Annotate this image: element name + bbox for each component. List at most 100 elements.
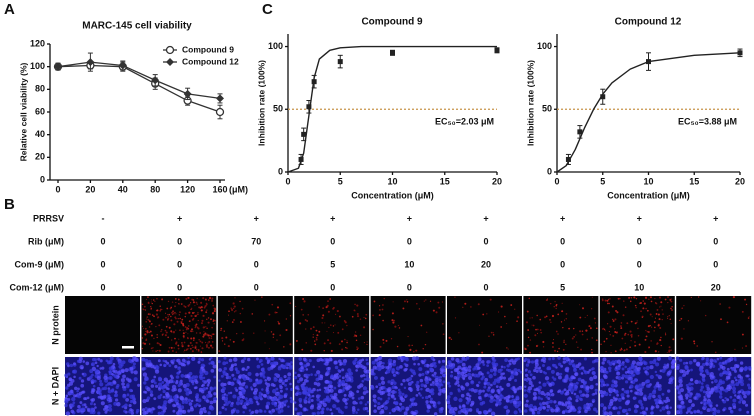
dot [391, 408, 395, 412]
dot [321, 322, 323, 324]
dot [150, 322, 153, 325]
dot [159, 344, 162, 347]
dot [446, 395, 451, 399]
dot [161, 333, 164, 335]
dot [173, 395, 178, 400]
dot [538, 402, 543, 406]
dot [122, 394, 127, 399]
table-cell: 0 [177, 282, 182, 292]
dot [741, 333, 744, 336]
dot [433, 371, 437, 375]
dot [649, 360, 653, 365]
dot [662, 365, 666, 369]
dot [213, 375, 217, 379]
dot [359, 401, 363, 405]
dot [187, 328, 190, 330]
dot [446, 381, 451, 385]
dot [364, 317, 367, 320]
dot [710, 387, 715, 391]
dot [190, 328, 194, 331]
dot [65, 394, 69, 397]
dot [525, 321, 529, 324]
dot [668, 381, 671, 385]
dot [551, 376, 555, 379]
dot [701, 373, 706, 378]
dot [421, 372, 425, 376]
dot [477, 392, 481, 396]
dot [534, 359, 539, 364]
dot [581, 333, 584, 336]
dot [709, 407, 714, 412]
dot [281, 381, 285, 385]
dot [531, 411, 535, 415]
dot [410, 398, 415, 403]
dot [299, 361, 303, 366]
dot [467, 365, 472, 369]
dot [332, 325, 335, 327]
dot [416, 302, 418, 305]
dot [732, 390, 737, 394]
dot [505, 368, 509, 372]
dot [226, 320, 228, 322]
marker [151, 76, 160, 85]
dot [376, 361, 380, 366]
dot [208, 297, 212, 300]
x-axis-label: Concentration (μM) [607, 190, 690, 200]
dot [162, 395, 166, 399]
dot [500, 326, 503, 328]
dot [157, 395, 162, 400]
dot [539, 318, 542, 321]
dot [363, 378, 367, 381]
dot [258, 379, 263, 384]
dot [318, 394, 321, 397]
dot [736, 395, 741, 400]
dot [694, 379, 699, 385]
dot [440, 407, 444, 411]
row-label: Com-9 (μM) [15, 259, 65, 269]
dot [620, 327, 623, 330]
dot [107, 403, 112, 409]
dot [315, 329, 318, 332]
dot [341, 368, 345, 372]
dot [624, 374, 629, 379]
dot [705, 390, 710, 395]
marker [86, 58, 95, 67]
y-tick-label: 120 [30, 38, 45, 48]
dot [748, 316, 750, 318]
dot [629, 330, 632, 333]
dot [251, 313, 254, 315]
dot [99, 359, 103, 363]
dot [303, 398, 307, 402]
dot [163, 363, 167, 368]
y-tick-label: 20 [35, 152, 45, 162]
dot [283, 346, 285, 348]
dot [679, 369, 684, 374]
dot [243, 357, 247, 361]
dot [192, 330, 194, 332]
dot [253, 332, 255, 334]
dot [211, 333, 214, 336]
dot [412, 404, 415, 407]
dot [69, 363, 74, 368]
dot [583, 380, 588, 385]
dot [337, 384, 341, 388]
dot [429, 367, 434, 373]
dot [704, 314, 707, 317]
dot [702, 404, 707, 410]
dot [258, 409, 263, 413]
dot [591, 400, 595, 404]
dot [746, 410, 750, 414]
dot [104, 410, 108, 414]
dot [455, 368, 459, 372]
dot [265, 404, 269, 408]
dot [636, 321, 638, 323]
dot [639, 411, 643, 415]
dot [438, 378, 442, 383]
dot [622, 408, 626, 413]
dot [661, 318, 663, 321]
dot [505, 398, 510, 403]
dot [182, 332, 185, 335]
dot [631, 336, 633, 338]
dot [210, 318, 212, 321]
dot [575, 395, 580, 399]
